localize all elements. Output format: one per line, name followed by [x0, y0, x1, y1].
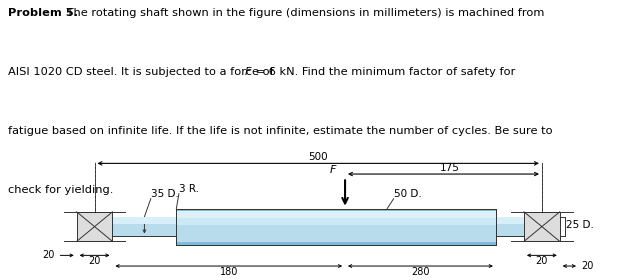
Text: 50 D.: 50 D.	[394, 189, 421, 199]
Text: 175: 175	[440, 163, 460, 173]
Bar	[77, 212, 112, 241]
Text: = 6 kN. Find the minimum factor of safety for: = 6 kN. Find the minimum factor of safet…	[252, 67, 515, 77]
Bar	[176, 211, 496, 218]
Text: 35 D.: 35 D.	[151, 189, 179, 199]
Bar	[176, 209, 496, 245]
Text: fatigue based on infinite life. If the life is not infinite, estimate the number: fatigue based on infinite life. If the l…	[8, 126, 552, 136]
Text: AISI 1020 CD steel. It is subjected to a force of: AISI 1020 CD steel. It is subjected to a…	[8, 67, 277, 77]
Text: Problem 5.: Problem 5.	[8, 8, 78, 18]
Text: 20: 20	[581, 261, 594, 271]
Text: 500: 500	[309, 152, 328, 162]
Text: 25 D.: 25 D.	[566, 220, 594, 230]
Text: 180: 180	[220, 267, 238, 277]
Text: 20: 20	[535, 256, 548, 266]
Bar	[176, 209, 496, 245]
Text: check for yielding.: check for yielding.	[8, 185, 113, 195]
Bar	[176, 211, 496, 225]
Bar	[176, 211, 496, 242]
Bar	[496, 217, 560, 224]
Text: 20: 20	[43, 250, 55, 260]
Bar	[112, 217, 176, 224]
Text: 3 R.: 3 R.	[179, 184, 199, 194]
Bar	[112, 217, 176, 237]
Text: F: F	[245, 67, 251, 77]
Text: The rotating shaft shown in the figure (dimensions in millimeters) is machined f: The rotating shaft shown in the figure (…	[63, 8, 544, 18]
Text: 20: 20	[88, 256, 101, 266]
Bar	[524, 212, 560, 241]
Text: 280: 280	[412, 267, 429, 277]
Text: F: F	[330, 165, 336, 175]
Text: 25 D.: 25 D.	[78, 220, 106, 230]
Bar	[496, 217, 560, 237]
